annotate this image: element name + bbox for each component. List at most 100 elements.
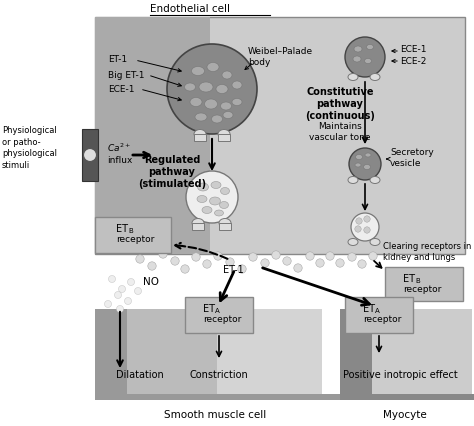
Circle shape [115,292,121,299]
Ellipse shape [354,47,362,53]
Circle shape [214,252,222,261]
Ellipse shape [207,63,219,72]
Ellipse shape [210,198,220,205]
Circle shape [136,255,144,264]
Circle shape [306,252,314,261]
Text: NO: NO [143,276,159,286]
Ellipse shape [191,67,204,76]
Ellipse shape [211,116,222,124]
Ellipse shape [195,114,207,122]
Text: B: B [128,227,133,233]
Text: $Ca^{2+}$
influx: $Ca^{2+}$ influx [107,141,132,164]
Text: Myocyte: Myocyte [383,409,427,419]
Ellipse shape [232,99,242,106]
Circle shape [238,265,246,273]
Circle shape [364,216,370,223]
Circle shape [261,259,269,268]
Bar [372,309,472,399]
Bar [217,309,322,399]
Circle shape [369,252,377,261]
Ellipse shape [364,165,371,170]
Text: Constriction: Constriction [190,369,248,379]
Text: ECE-2: ECE-2 [400,58,427,66]
Circle shape [203,260,211,268]
Circle shape [186,172,238,224]
Ellipse shape [222,72,232,80]
Circle shape [364,227,370,233]
Text: ET: ET [116,224,128,233]
Bar [95,218,171,253]
Text: ET: ET [363,303,375,313]
Text: Physiological
or patho-
physiological
stimuli: Physiological or patho- physiological st… [2,126,57,169]
Circle shape [351,213,379,242]
Circle shape [345,38,385,78]
Text: ECE-1: ECE-1 [108,84,135,93]
Ellipse shape [365,154,371,158]
Circle shape [358,260,366,268]
Circle shape [316,259,324,268]
Ellipse shape [202,207,212,214]
Ellipse shape [366,46,374,50]
Ellipse shape [194,130,206,139]
Ellipse shape [223,112,233,119]
Text: receptor: receptor [116,235,155,244]
Circle shape [109,276,116,283]
Bar [218,135,230,142]
Bar [95,18,210,254]
Bar [385,268,463,301]
Circle shape [349,149,381,181]
Ellipse shape [365,59,372,64]
Ellipse shape [216,85,228,94]
Bar [219,224,231,230]
Ellipse shape [232,82,242,90]
Ellipse shape [370,239,380,246]
Bar [185,297,253,333]
Ellipse shape [219,202,228,209]
Text: ET-1: ET-1 [223,265,244,274]
Text: Dilatation: Dilatation [116,369,164,379]
Text: Smooth muscle cell: Smooth muscle cell [164,409,266,419]
Circle shape [171,257,179,265]
Circle shape [167,45,257,135]
Ellipse shape [220,188,229,195]
Ellipse shape [197,196,207,203]
Text: Positive inotropic effect: Positive inotropic effect [343,369,457,379]
Circle shape [159,250,167,259]
Circle shape [249,253,257,262]
Text: ET-1: ET-1 [108,55,127,64]
Circle shape [148,262,156,271]
Circle shape [336,259,344,268]
Text: A: A [375,307,380,313]
Bar [82,130,98,181]
Bar [345,297,413,333]
Text: A: A [215,307,220,313]
Ellipse shape [220,103,231,111]
Text: Weibel–Palade
body: Weibel–Palade body [248,47,313,67]
Text: receptor: receptor [363,315,401,324]
Ellipse shape [219,219,231,228]
Text: ECE-1: ECE-1 [400,46,427,55]
Bar [194,135,206,142]
Text: receptor: receptor [203,315,241,324]
Ellipse shape [192,219,204,228]
Ellipse shape [370,177,380,184]
Circle shape [226,258,234,267]
Text: Maintains
vascular tone: Maintains vascular tone [309,122,371,142]
Text: ET: ET [403,273,415,283]
Ellipse shape [348,239,358,246]
Circle shape [283,257,291,265]
Ellipse shape [348,74,358,81]
Circle shape [135,288,142,295]
Ellipse shape [355,164,361,167]
Ellipse shape [190,98,202,107]
Ellipse shape [199,83,213,93]
Bar [127,309,217,399]
Circle shape [125,298,131,305]
Circle shape [355,226,361,233]
Text: Secretory
vesicle: Secretory vesicle [390,147,434,168]
Circle shape [128,279,135,286]
Ellipse shape [215,210,224,216]
Ellipse shape [370,74,380,81]
Circle shape [326,252,334,261]
Bar [95,309,127,399]
